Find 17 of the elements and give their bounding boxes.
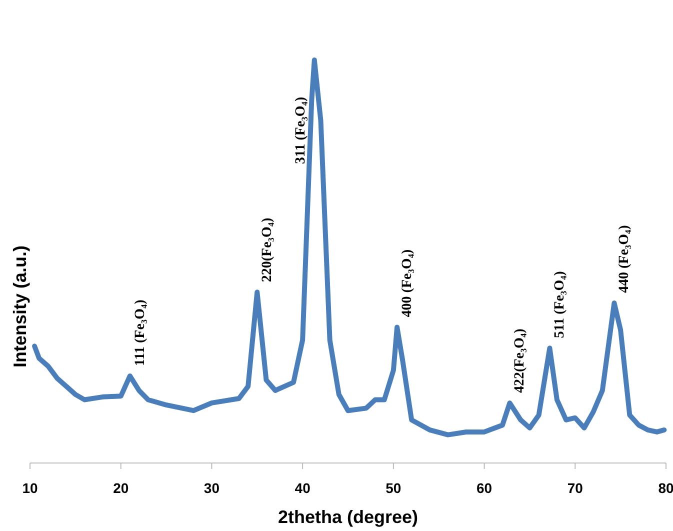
x-tick-label: 70 xyxy=(567,480,584,496)
x-tick-label: 60 xyxy=(476,480,492,496)
x-tick-label: 20 xyxy=(113,480,129,496)
x-tick-label: 40 xyxy=(294,480,311,496)
x-tick-label: 50 xyxy=(386,480,402,496)
annotation: 511 (Fe₃O₄) xyxy=(552,270,568,338)
annotation: 111 (Fe₃O₄) xyxy=(132,299,148,366)
y-axis-title: Intensity (a.u.) xyxy=(10,245,30,368)
annotation: 220(Fe₃O₄) xyxy=(260,217,276,282)
x-tick-label: 80 xyxy=(658,480,673,496)
annotation: 400 (Fe₃O₄) xyxy=(400,248,416,318)
x-tick-label: 10 xyxy=(22,480,38,496)
x-axis-title: 2thetha (degree) xyxy=(278,507,418,527)
annotation: 440 (Fe₃O₄) xyxy=(617,224,632,294)
annotation: 422(Fe₃O₄) xyxy=(512,328,528,393)
x-tick-label: 30 xyxy=(204,480,220,496)
annotation: 311 (Fe₃O₄) xyxy=(293,96,308,164)
